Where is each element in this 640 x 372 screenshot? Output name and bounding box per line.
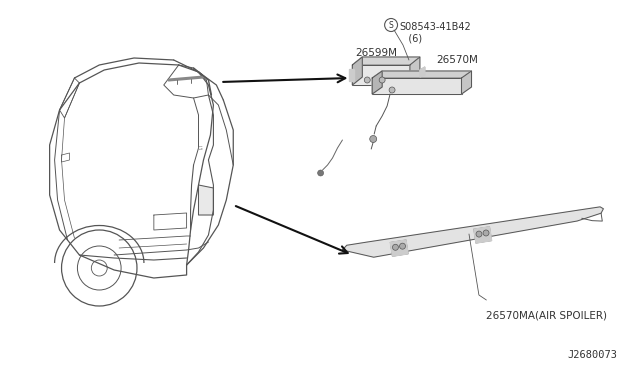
Polygon shape [353, 57, 362, 85]
Text: S08543-41B42
   (6): S08543-41B42 (6) [399, 22, 471, 44]
Text: 26570MA(AIR SPOILER): 26570MA(AIR SPOILER) [486, 310, 607, 320]
Polygon shape [198, 185, 213, 215]
Polygon shape [349, 69, 355, 81]
Circle shape [476, 231, 482, 237]
Text: S: S [388, 20, 394, 29]
Polygon shape [353, 65, 410, 85]
Polygon shape [461, 71, 472, 94]
Text: 26570M: 26570M [436, 55, 479, 65]
Circle shape [370, 135, 377, 142]
Polygon shape [342, 207, 604, 257]
Polygon shape [372, 71, 382, 94]
Polygon shape [390, 240, 408, 256]
Polygon shape [474, 227, 492, 243]
Text: 26599M: 26599M [355, 48, 397, 58]
Text: G: G [198, 145, 203, 151]
Circle shape [392, 244, 399, 250]
Circle shape [379, 77, 385, 83]
Circle shape [364, 77, 370, 83]
Circle shape [389, 87, 395, 93]
Polygon shape [372, 71, 472, 78]
Polygon shape [420, 67, 425, 77]
Polygon shape [410, 57, 420, 85]
Text: J2680073: J2680073 [568, 350, 618, 360]
Polygon shape [372, 78, 461, 94]
Circle shape [483, 230, 489, 236]
Polygon shape [353, 57, 420, 65]
Circle shape [317, 170, 324, 176]
Circle shape [399, 243, 406, 249]
